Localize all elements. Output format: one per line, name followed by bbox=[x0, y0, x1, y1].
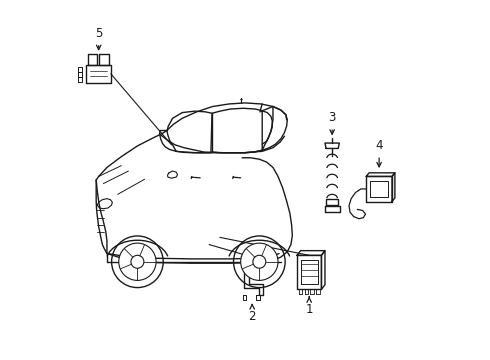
Polygon shape bbox=[392, 173, 395, 202]
Polygon shape bbox=[95, 83, 295, 262]
Polygon shape bbox=[299, 289, 302, 294]
Polygon shape bbox=[256, 296, 260, 300]
Polygon shape bbox=[297, 255, 321, 289]
Polygon shape bbox=[325, 143, 339, 148]
Polygon shape bbox=[77, 72, 82, 77]
Text: 3: 3 bbox=[328, 112, 336, 134]
Polygon shape bbox=[321, 251, 325, 289]
Polygon shape bbox=[77, 67, 82, 72]
Polygon shape bbox=[77, 77, 82, 82]
Polygon shape bbox=[354, 210, 366, 219]
Circle shape bbox=[241, 243, 278, 280]
Polygon shape bbox=[366, 176, 392, 202]
Polygon shape bbox=[242, 256, 263, 296]
Circle shape bbox=[119, 243, 156, 280]
Polygon shape bbox=[304, 289, 308, 294]
Text: 5: 5 bbox=[95, 27, 102, 50]
Polygon shape bbox=[324, 206, 340, 212]
Text: 2: 2 bbox=[248, 305, 256, 324]
Polygon shape bbox=[88, 54, 97, 64]
Polygon shape bbox=[168, 171, 177, 178]
Polygon shape bbox=[326, 199, 338, 205]
Polygon shape bbox=[366, 173, 395, 176]
Polygon shape bbox=[87, 64, 111, 83]
Polygon shape bbox=[310, 289, 314, 294]
Polygon shape bbox=[98, 54, 109, 64]
Text: 1: 1 bbox=[305, 297, 313, 316]
Text: 4: 4 bbox=[375, 139, 383, 167]
Polygon shape bbox=[243, 296, 246, 300]
Polygon shape bbox=[297, 251, 325, 255]
Polygon shape bbox=[316, 289, 319, 294]
